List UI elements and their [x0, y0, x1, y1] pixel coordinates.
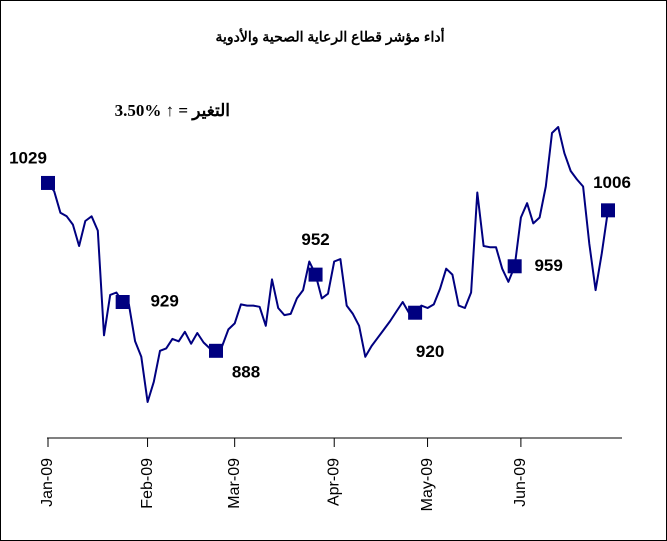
data-label: 1029 — [9, 148, 47, 167]
chart-title: أداء مؤشر قطاع الرعاية الصحية والأدوية — [215, 27, 444, 46]
data-label: 959 — [534, 256, 562, 275]
marker — [308, 267, 323, 282]
marker — [408, 305, 423, 320]
data-label: 929 — [150, 291, 178, 310]
x-tick-label: May-09 — [419, 458, 436, 511]
x-tick-label: Mar-09 — [226, 458, 243, 509]
marker — [507, 259, 522, 274]
data-label: 1006 — [593, 173, 631, 192]
marker — [115, 295, 130, 309]
annotation: التغير = ↑ %3.50 — [115, 101, 230, 121]
x-tick-label: Feb-09 — [139, 458, 156, 509]
x-tick-label: Apr-09 — [325, 458, 342, 506]
marker — [209, 343, 223, 358]
marker — [41, 175, 55, 190]
marker — [601, 203, 615, 218]
data-label: 888 — [232, 362, 260, 381]
x-tick-label: Jan-09 — [39, 458, 56, 507]
data-label: 920 — [416, 342, 444, 361]
x-tick-label: Jun-09 — [512, 458, 529, 507]
data-label: 952 — [301, 230, 329, 249]
